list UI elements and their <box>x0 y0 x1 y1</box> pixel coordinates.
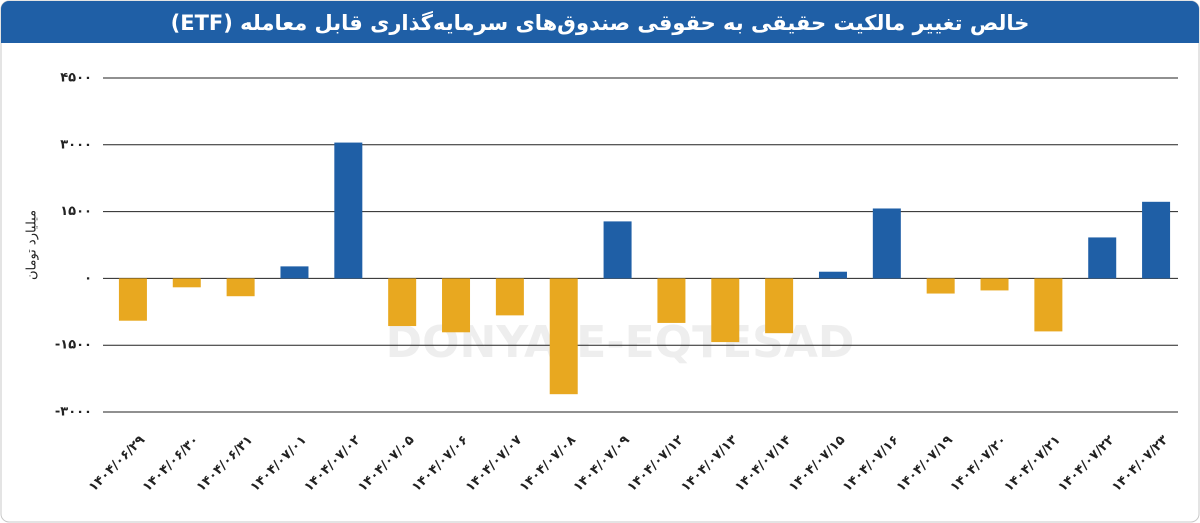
bar <box>765 278 794 334</box>
bar <box>1034 278 1063 332</box>
chart-title: خالص تغییر مالکیت حقیقی به حقوقی صندوق‌ه… <box>171 10 1030 35</box>
header-band <box>1 1 1199 43</box>
y-tick-label: ۱۵۰۰ <box>60 204 92 219</box>
bar <box>657 278 686 323</box>
bar <box>388 278 417 327</box>
bar <box>118 278 147 321</box>
bar <box>1142 201 1171 279</box>
y-tick-label: -۱۵۰۰ <box>55 338 92 353</box>
bar <box>1088 237 1117 279</box>
bar <box>980 278 1009 291</box>
bar <box>926 278 955 294</box>
y-tick-label: ۰ <box>84 271 92 286</box>
bar <box>872 208 901 279</box>
bar <box>442 278 471 333</box>
y-tick-label: ۳۰۰۰ <box>60 137 92 152</box>
y-tick-label: -۳۰۰۰ <box>55 405 92 420</box>
bar <box>711 278 740 343</box>
bar <box>334 142 363 279</box>
y-tick-label: ۴۵۰۰ <box>60 71 92 86</box>
bar <box>495 278 524 316</box>
bar <box>603 221 632 279</box>
bar <box>226 278 255 297</box>
y-axis-label: میلیارد تومان <box>25 210 40 280</box>
bar <box>280 266 309 279</box>
bar <box>818 271 847 279</box>
bar <box>172 278 201 288</box>
bar <box>549 278 578 395</box>
